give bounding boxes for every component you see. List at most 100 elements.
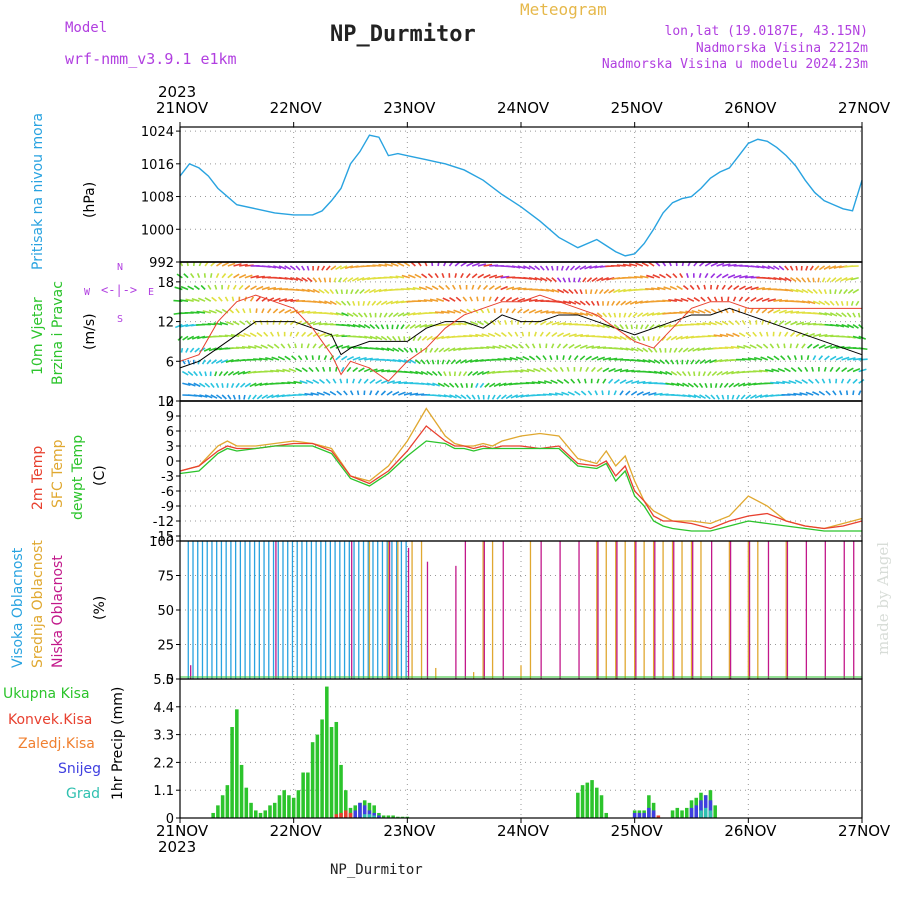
wind-arrow — [441, 273, 445, 278]
wind-arrow — [692, 347, 700, 352]
precip-bar — [656, 815, 661, 818]
wind-arrow — [852, 335, 862, 340]
wind-arrow — [517, 265, 526, 270]
wind-arrow — [657, 286, 666, 291]
wind-arrow — [507, 331, 513, 337]
wind-arrow — [613, 288, 621, 294]
precip-bar — [595, 787, 599, 818]
wind-arrow — [784, 367, 791, 373]
wind-arrow — [732, 296, 737, 302]
wind-arrow — [227, 370, 234, 376]
wind-arrow — [690, 359, 695, 365]
wind-arrow — [730, 345, 740, 349]
wind-arrow — [499, 308, 503, 314]
wind-arrow — [613, 324, 620, 330]
wind-arrow — [503, 357, 513, 361]
wind-arrow — [741, 319, 746, 326]
wind-arrow — [315, 366, 320, 372]
wind-arrow — [385, 300, 393, 305]
wind-arrow — [647, 347, 653, 353]
wind-arrow — [267, 265, 277, 269]
wind-arrow — [523, 265, 531, 270]
wind-arrow — [247, 394, 252, 400]
wind-arrow — [681, 371, 687, 377]
wind-arrow — [356, 276, 365, 282]
altitude-text: Nadmorska Visina 2212m — [695, 41, 868, 56]
wind-arrow — [269, 331, 274, 337]
wind-arrow — [743, 344, 751, 349]
wind-arrow — [765, 331, 769, 337]
wind-arrow — [824, 344, 833, 349]
wind-arrow — [477, 320, 484, 326]
wind-arrow — [551, 265, 554, 271]
wind-arrow — [770, 381, 780, 385]
wind-arrow — [784, 320, 792, 326]
wind-arrow — [517, 308, 523, 314]
wind-arrow — [736, 394, 741, 400]
wind-arrow — [528, 276, 538, 281]
wind-arrow — [392, 359, 402, 363]
meteogram-label: Meteogram — [520, 0, 607, 19]
wind-arrow — [830, 323, 839, 327]
y-tick-label: 4.4 — [153, 701, 174, 716]
wind-arrow — [441, 335, 450, 340]
wind-arrow — [426, 335, 433, 341]
wind-arrow — [259, 319, 263, 325]
wind-arrow — [358, 323, 366, 329]
wind-arrow — [653, 370, 663, 375]
wind-arrow — [290, 276, 299, 281]
precip-bar — [353, 810, 358, 818]
wind-arrow — [475, 333, 484, 338]
wind-arrow — [352, 312, 359, 318]
wind-arrow — [805, 391, 814, 396]
wind-arrow — [704, 359, 712, 364]
wind-arrow — [630, 390, 638, 396]
wind-arrow — [363, 288, 371, 294]
wind-arrow — [438, 347, 445, 353]
wind-arrow — [232, 284, 237, 290]
wind-arrow — [577, 378, 581, 384]
wind-gust-line — [179, 294, 862, 382]
wind-arrow — [276, 369, 285, 373]
wind-arrow — [386, 324, 389, 330]
wind-arrow — [182, 382, 191, 387]
wind-arrow — [744, 285, 753, 291]
wind-arrow — [448, 347, 456, 352]
wind-arrow — [846, 323, 855, 329]
wind-arrow — [423, 299, 433, 302]
wind-arrow — [653, 392, 663, 396]
wind-arrow — [214, 284, 218, 290]
wind-arrow — [698, 382, 704, 388]
wind-arrow — [814, 378, 820, 384]
wind-arrow — [414, 347, 418, 353]
wind-arrow — [200, 284, 206, 291]
wind-arrow — [540, 277, 548, 282]
wind-arrow — [756, 265, 765, 269]
y-tick-label: 0 — [166, 395, 174, 410]
wind-arrow — [210, 394, 218, 399]
y-tick-label: 18 — [157, 276, 174, 291]
wind-arrow — [693, 371, 696, 377]
precip-bar — [713, 805, 717, 818]
wind-arrow — [375, 347, 385, 351]
wind-arrow — [420, 382, 430, 386]
wind-arrow — [807, 343, 813, 349]
wind-arrow — [651, 312, 660, 316]
wind-arrow — [213, 322, 223, 326]
wind-arrow — [756, 287, 765, 291]
wind-arrow — [641, 262, 649, 267]
wind-arrow — [487, 332, 496, 338]
precip-bar — [703, 807, 708, 818]
wind-arrow — [713, 296, 718, 302]
wind-arrow — [450, 359, 456, 365]
wind-arrow — [352, 356, 361, 361]
wind-arrow — [708, 321, 717, 326]
wind-arrow — [645, 288, 655, 291]
wind-arrow — [470, 321, 479, 326]
wind-arrow — [574, 300, 582, 306]
wind-arrow — [801, 343, 806, 349]
wind-arrow — [232, 394, 236, 400]
wind-arrow — [838, 289, 843, 295]
wind-arrow — [733, 274, 742, 279]
wind-arrow — [850, 276, 859, 281]
